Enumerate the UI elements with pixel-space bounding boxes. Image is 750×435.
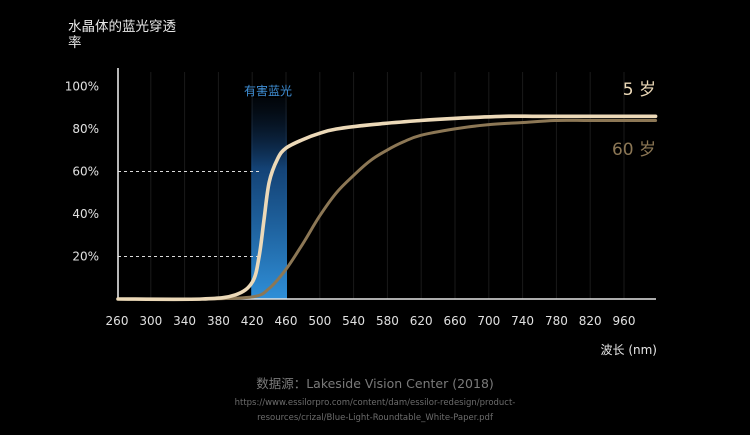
chart-title-line1: 水晶体的蓝光穿透 (68, 19, 176, 35)
x-axis-label: 波长 (nm) (601, 343, 657, 357)
blue-band-label: 有害蓝光 (244, 83, 292, 98)
x-tick-label: 820 (579, 314, 602, 328)
x-tick-label: 580 (376, 314, 399, 328)
x-tick-label: 700 (477, 314, 500, 328)
grid (150, 72, 625, 299)
x-tick-label: 660 (444, 314, 467, 328)
reference-lines (118, 171, 262, 257)
chart-title-line2: 率 (68, 34, 82, 51)
x-tick-label: 620 (410, 314, 433, 328)
x-tick-label: 300 (139, 314, 162, 328)
legend-5: 5 岁 (623, 80, 656, 100)
y-tick-label: 20% (72, 250, 99, 264)
legend-60: 60 岁 (612, 140, 656, 160)
x-tick-label: 460 (275, 314, 298, 328)
series-line-60 (116, 118, 658, 301)
x-tick-label: 540 (342, 314, 365, 328)
y-tick-label: 60% (72, 165, 99, 179)
y-tick-label: 40% (72, 207, 99, 221)
x-tick-label: 740 (511, 314, 534, 328)
y-tick-label: 80% (72, 122, 99, 136)
y-tick-label: 100% (65, 80, 99, 94)
source-url-line1: https://www.essilorpro.com/content/dam/e… (234, 398, 516, 408)
tick-labels: 260 300 340 380 420 460 500 540 580 620 660 700 740 7… (65, 80, 636, 329)
series (116, 114, 658, 302)
x-tick-label: 420 (241, 314, 264, 328)
x-tick-label: 780 (545, 314, 568, 328)
source-text: 数据源：Lakeside Vision Center (2018) (256, 376, 494, 391)
x-tick-label: 340 (173, 314, 196, 328)
x-tick-label: 960 (613, 314, 636, 328)
x-tick-label: 500 (308, 314, 331, 328)
x-tick-label: 260 (106, 314, 129, 328)
series-line-5 (116, 114, 658, 302)
source-url-line2: resources/crizal/Blue-Light-Roundtable_W… (257, 413, 493, 423)
x-tick-label: 380 (207, 314, 230, 328)
